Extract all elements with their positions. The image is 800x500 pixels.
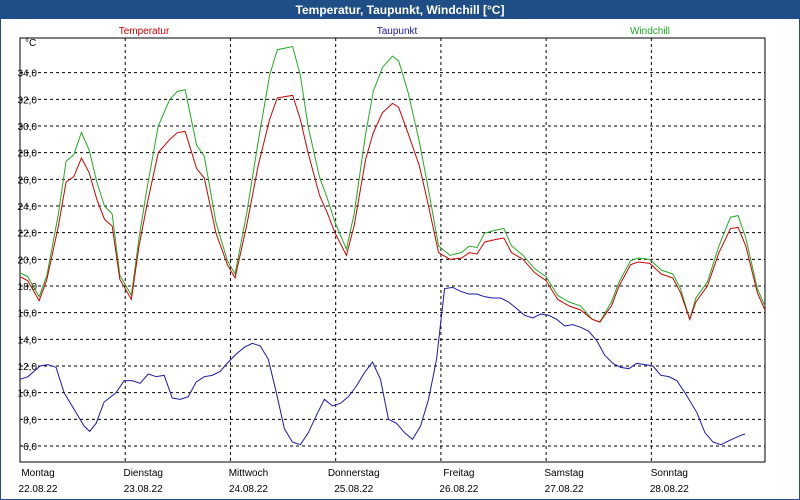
y-tick-label: 16,0 — [18, 309, 38, 320]
series-taupunkt — [19, 286, 746, 446]
y-tick-label: 28,0 — [18, 149, 38, 160]
y-tick-label: 18,0 — [18, 282, 38, 293]
y-tick-label: 8,0 — [23, 415, 37, 426]
x-date-label: 26.08.22 — [439, 484, 478, 495]
y-tick-label: 12,0 — [18, 362, 38, 373]
x-day-label: Donnerstag — [328, 468, 380, 479]
x-date-label: 22.08.22 — [19, 484, 58, 495]
x-date-label: 25.08.22 — [334, 484, 373, 495]
x-day-label: Mittwoch — [229, 468, 268, 479]
y-tick-label: 6,0 — [23, 442, 37, 453]
y-tick-label: 26,0 — [18, 175, 38, 186]
x-day-label: Dienstag — [123, 468, 162, 479]
x-day-label: Samstag — [544, 468, 583, 479]
series-lines — [19, 45, 766, 446]
legend-temperatur: Temperatur — [119, 26, 170, 37]
y-tick-label: 10,0 — [18, 389, 38, 400]
x-day-label: Sonntag — [651, 468, 688, 479]
x-day-label: Montag — [21, 468, 54, 479]
series-windchill — [19, 45, 766, 323]
x-date-label: 24.08.22 — [229, 484, 268, 495]
y-tick-label: 24,0 — [18, 202, 38, 213]
y-tick-label: 22,0 — [18, 229, 38, 240]
y-tick-label: 34,0 — [18, 69, 38, 80]
legend-windchill: Windchill — [630, 26, 670, 37]
series-temperatur — [19, 94, 766, 323]
y-tick-label: 30,0 — [18, 122, 38, 133]
legend-taupunkt: Taupunkt — [377, 26, 418, 37]
x-date-label: 28.08.22 — [650, 484, 689, 495]
y-tick-labels: 6,0 8,0 10,0 12,0 14,0 16,0 18,0 20,0 22,0 24,0 26… — [18, 69, 38, 453]
x-tick-labels: Montag 22.08.22 Dienstag 23.08.22 Mittwoch 24… — [19, 468, 690, 495]
unit-label: °C — [25, 38, 36, 49]
y-tick-label: 20,0 — [18, 255, 38, 266]
x-day-label: Freitag — [443, 468, 474, 479]
x-date-label: 23.08.22 — [124, 484, 163, 495]
y-tick-label: 32,0 — [18, 95, 38, 106]
y-tick-label: 14,0 — [18, 335, 38, 346]
plot-area — [19, 37, 766, 463]
chart-title: Temperatur, Taupunkt, Windchill [°C] — [1, 1, 799, 19]
legend: Temperatur Taupunkt Windchill — [119, 26, 670, 37]
x-date-label: 27.08.22 — [545, 484, 584, 495]
grid-lines — [20, 38, 765, 462]
